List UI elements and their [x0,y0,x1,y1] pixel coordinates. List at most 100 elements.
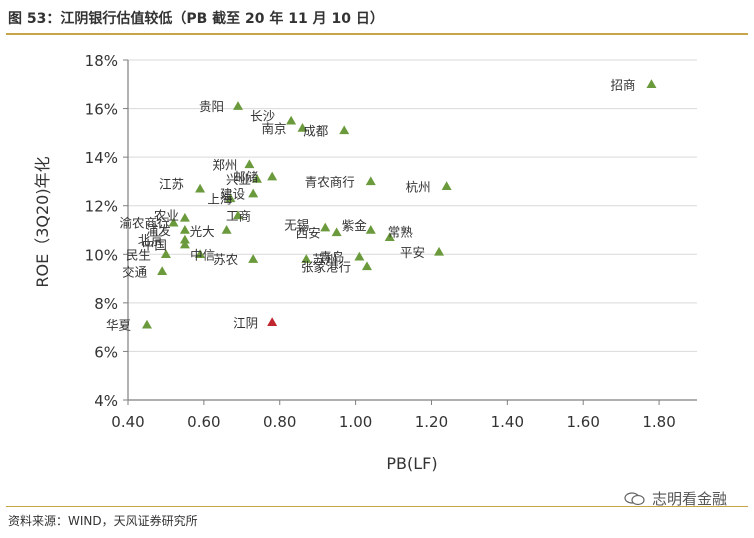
data-point [233,101,244,110]
source-note: 资料来源：WIND，天风证券研究所 [8,514,198,528]
point-label: 浦发 [146,223,172,238]
figure-title: 图 53：江阴银行估值较低（PB 截至 20 年 11 月 10 日） [8,11,384,27]
data-point [320,222,331,232]
x-tick-label: 1.80 [642,413,675,431]
y-tick-label: 18% [85,52,118,70]
point-label: 江苏 [159,177,184,192]
data-point [195,183,206,193]
x-tick-label: 1.40 [491,413,524,431]
data-point [225,193,236,203]
point-label: 渝农商行 [120,216,170,231]
y-tick-label: 6% [94,343,118,361]
point-label: 招商 [610,77,635,92]
x-tick-label: 0.40 [111,413,144,431]
data-point [179,239,190,249]
point-label: 郑州 [212,157,237,172]
tick-labels: 4% 6% 8% 10% 12% 14% 16% 18% 0.40 0.60 0.80 1.00 1.2… [85,52,676,431]
point-label: 工商 [226,208,251,223]
point-label: 贵阳 [199,99,224,114]
point-label: 中信 [190,247,215,262]
point-label: 杭州 [406,179,431,194]
data-point [434,246,445,256]
point-label: 青岛 [319,250,344,265]
point-label: 北京 [138,233,163,248]
point-label: 苏州 [312,252,337,267]
point-label: 江阴 [233,315,258,330]
data-point [354,251,365,261]
point-label: 西安 [296,225,321,240]
point-label: 华夏 [106,318,132,333]
data-point [331,227,342,237]
watermark-text: 志明看金融 [652,490,728,508]
data-point [179,234,190,244]
data-point [251,174,262,183]
footer-divider [6,506,748,507]
point-label: 南京 [261,121,286,136]
point-label: 紫金 [342,218,368,233]
grid-layer [128,59,697,352]
data-point [646,79,657,89]
data-point [157,266,168,276]
title-divider [6,33,748,35]
axis-layer [127,60,697,401]
data-point [179,212,190,222]
point-label: 上海 [207,191,233,206]
point-label: 常熟 [388,224,414,239]
point-label: 张家港行 [301,259,351,274]
y-tick-label: 12% [85,198,118,216]
data-point [248,188,259,198]
wechat-icon [624,491,645,505]
point-label: 兴业 [226,172,251,187]
data-point [384,232,395,242]
point-label: 光大 [190,224,215,239]
data-point [297,123,308,132]
point-label: 苏农 [213,252,239,267]
x-tick-label: 0.80 [263,413,296,431]
point-label: 平安 [400,245,425,260]
data-point [195,249,206,259]
data-point [441,181,452,191]
data-point [221,225,232,234]
data-point [267,171,278,181]
data-point [248,254,259,263]
x-axis-title: PB(LF) [386,454,437,473]
y-tick-label: 8% [94,295,118,313]
y-tick-label: 16% [85,101,118,119]
y-tick-label: 4% [94,392,118,410]
data-point [365,225,376,234]
highlight-point [267,317,278,327]
watermark: 志明看金融 [624,488,727,509]
data-point [233,210,244,220]
point-label: 邮储 [233,170,258,185]
point-label: 农业 [154,208,179,223]
data-point [168,217,179,227]
point-label: 无锡 [284,218,309,233]
data-point [339,125,350,135]
x-tick-label: 0.60 [187,413,220,431]
point-label: 成都 [303,123,329,138]
y-axis-title: ROE（3Q20)年化 [33,156,52,287]
point-label: 长沙 [250,109,276,124]
data-point [361,261,372,271]
data-point [179,225,190,234]
data-point [244,159,255,169]
data-point [141,319,152,329]
data-point [286,115,297,125]
point-label: 青农商行 [305,174,355,189]
data-point [365,176,376,186]
x-tick-label: 1.00 [339,413,372,431]
y-tick-label: 10% [85,246,118,264]
point-label: 建设 [220,187,246,202]
data-points [141,79,657,329]
figure-title-bar: 图 53：江阴银行估值较低（PB 截至 20 年 11 月 10 日） [8,6,746,32]
point-label: 中国 [142,238,167,253]
x-tick-label: 1.20 [415,413,448,431]
x-tick-label: 1.60 [566,413,599,431]
point-label: 民生 [126,247,151,262]
scatter-chart: 4% 6% 8% 10% 12% 14% 16% 18% 0.40 0.60 0.80 1.00 1.2… [33,52,697,473]
data-point [160,249,171,259]
y-tick-label: 14% [85,149,118,167]
data-point [301,254,312,263]
point-label: 交通 [122,264,148,279]
